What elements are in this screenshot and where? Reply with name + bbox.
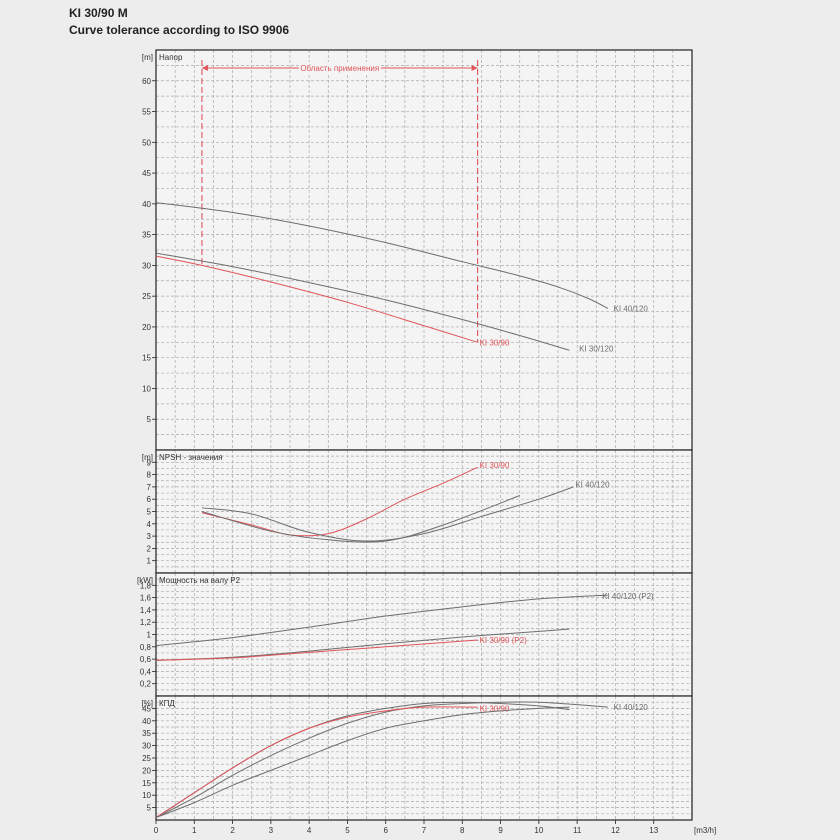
x-tick-label: 12 (611, 826, 620, 835)
y-tick-label-head: 5 (147, 415, 152, 424)
y-tick-label-efficiency: 40 (142, 717, 151, 726)
series-line-efficiency-2 (155, 706, 478, 818)
x-tick-label: 9 (498, 826, 503, 835)
panel-title-power: Мощность на валу P2 (159, 576, 241, 585)
y-tick-label-head: 10 (142, 384, 151, 393)
y-tick-label-power: 0,4 (140, 667, 152, 676)
y-tick-label-head: 45 (142, 169, 151, 178)
y-tick-label-npsh: 3 (147, 532, 152, 541)
x-tick-label: 4 (307, 826, 312, 835)
series-label-efficiency-0: KI 40/120 (614, 703, 649, 712)
y-tick-label-npsh: 5 (147, 508, 152, 517)
range-label-bg (298, 62, 381, 73)
series-line-efficiency-3 (155, 706, 570, 818)
y-tick-label-efficiency: 30 (142, 742, 151, 751)
x-tick-label: 13 (649, 826, 658, 835)
y-tick-label-npsh: 4 (147, 520, 152, 529)
y-unit-npsh: [m] (142, 453, 153, 462)
y-tick-label-head: 55 (142, 108, 151, 117)
y-unit-efficiency: [%] (141, 699, 153, 708)
chart-title: KI 30/90 M (69, 6, 128, 20)
series-line-power-0 (155, 594, 608, 647)
x-tick-label: 2 (230, 826, 235, 835)
y-tick-label-head: 40 (142, 200, 151, 209)
y-tick-label-power: 1 (147, 631, 152, 640)
y-tick-label-head: 30 (142, 261, 151, 270)
y-tick-label-efficiency: 10 (142, 791, 151, 800)
series-label-npsh-0: KI 30/90 (480, 461, 510, 470)
y-tick-label-power: 1,2 (140, 618, 152, 627)
x-unit-label: [m3/h] (694, 826, 716, 835)
y-tick-label-npsh: 6 (147, 495, 152, 504)
y-tick-label-npsh: 9 (147, 458, 152, 467)
range-label: Область применения (300, 64, 379, 73)
series-label-head-1: KI 30/120 (579, 344, 614, 353)
series-line-power-1 (155, 628, 570, 661)
series-label-npsh-1: KI 40/120 (575, 480, 610, 489)
y-tick-label-head: 20 (142, 323, 151, 332)
y-tick-label-npsh: 1 (147, 557, 152, 566)
series-label-efficiency-2: KI 30/90 (480, 704, 510, 713)
y-tick-label-power: 1,6 (140, 594, 152, 603)
y-tick-label-power: 0,8 (140, 643, 152, 652)
series-label-head-0: KI 40/120 (614, 304, 649, 313)
y-tick-label-power: 0,6 (140, 655, 152, 664)
x-tick-label: 10 (534, 826, 543, 835)
series-line-efficiency-0 (155, 701, 608, 818)
range-arrowhead-right (471, 65, 478, 71)
y-tick-label-head: 60 (142, 77, 151, 86)
y-tick-label-head: 50 (142, 138, 151, 147)
y-tick-label-power: 1,4 (140, 606, 152, 615)
x-tick-label: 8 (460, 826, 465, 835)
y-tick-label-npsh: 2 (147, 544, 152, 553)
series-line-head-0 (155, 202, 608, 309)
series-label-head-2: KI 30/90 (480, 338, 510, 347)
y-tick-label-power: 0,2 (140, 680, 152, 689)
y-tick-label-efficiency: 25 (142, 754, 151, 763)
series-line-head-2 (155, 255, 478, 343)
y-unit-head: [m] (142, 53, 153, 62)
series-line-npsh-0 (201, 466, 478, 537)
chart-subtitle: Curve tolerance according to ISO 9906 (69, 23, 290, 37)
x-tick-label: 5 (345, 826, 350, 835)
x-tick-label: 3 (269, 826, 274, 835)
x-tick-label: 6 (383, 826, 388, 835)
panel-title-efficiency: КПД (159, 699, 175, 708)
range-arrowhead-left (201, 65, 208, 71)
x-tick-label: 0 (154, 826, 159, 835)
panel-title-head: Напор (159, 53, 183, 62)
x-tick-label: 1 (192, 826, 197, 835)
panel-title-npsh: NPSH - значения (159, 453, 223, 462)
y-tick-label-power: 1,8 (140, 581, 152, 590)
y-unit-power: [kW] (137, 576, 153, 585)
x-tick-label: 11 (573, 826, 582, 835)
y-tick-label-npsh: 8 (147, 471, 152, 480)
y-tick-label-head: 35 (142, 231, 151, 240)
y-tick-label-head: 15 (142, 354, 151, 363)
series-line-npsh-2 (201, 495, 520, 543)
x-tick-label: 7 (422, 826, 427, 835)
y-tick-label-efficiency: 20 (142, 766, 151, 775)
y-tick-label-npsh: 7 (147, 483, 152, 492)
series-line-power-2 (155, 639, 478, 661)
series-label-power-0: KI 40/120 (P2) (602, 592, 654, 601)
y-tick-label-efficiency: 15 (142, 779, 151, 788)
y-tick-label-efficiency: 45 (142, 704, 151, 713)
series-label-power-2: KI 30/90 (P2) (480, 636, 527, 645)
y-tick-label-efficiency: 35 (142, 729, 151, 738)
y-tick-label-efficiency: 5 (147, 804, 152, 813)
y-tick-label-head: 25 (142, 292, 151, 301)
series-line-head-1 (155, 252, 570, 351)
